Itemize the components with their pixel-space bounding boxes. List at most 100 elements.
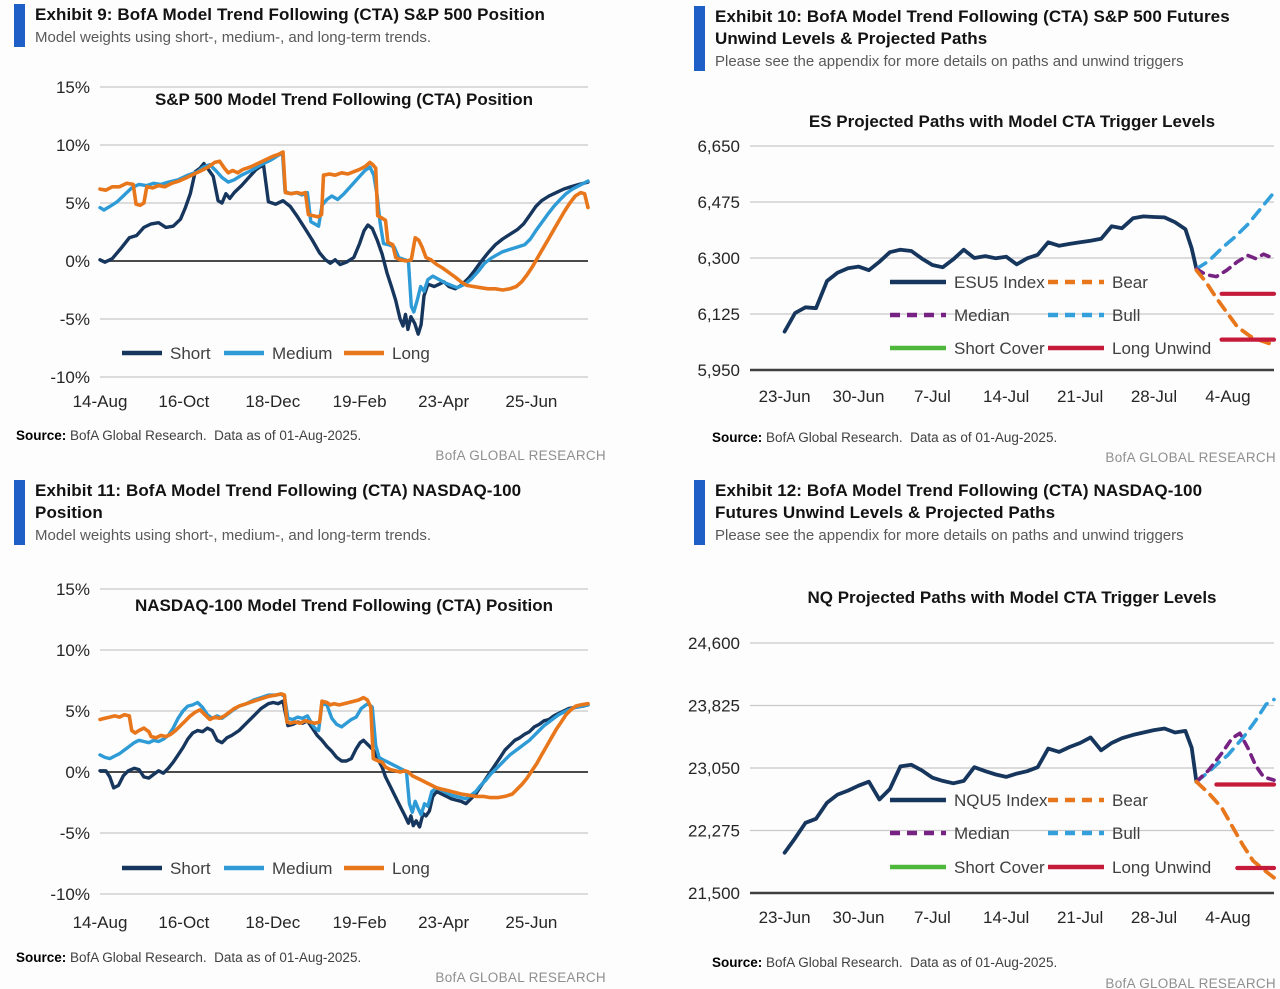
source-label: Source: (712, 430, 763, 445)
y-axis-label: -5% (60, 310, 90, 329)
exhibit-title: Exhibit 9: BofA Model Trend Following (C… (35, 5, 546, 24)
x-axis-label: 4-Aug (1205, 387, 1250, 406)
y-axis-label: 6,125 (697, 305, 740, 324)
brand-line: BofA GLOBAL RESEARCH (1105, 976, 1276, 989)
exhibit-9-header: Exhibit 9: BofA Model Trend Following (C… (14, 4, 614, 48)
exhibit-12-header: Exhibit 12: BofA Model Trend Following (… (694, 480, 1264, 545)
exhibit-12-header-text: Exhibit 12: BofA Model Trend Following (… (715, 480, 1264, 545)
y-axis-label: 10% (56, 136, 90, 155)
series-nqu5-index (782, 726, 1199, 855)
chart-title: NASDAQ-100 Model Trend Following (CTA) P… (135, 596, 553, 615)
exhibit-9-header-text: Exhibit 9: BofA Model Trend Following (C… (35, 4, 614, 47)
exhibit-11-header-text: Exhibit 11: BofA Model Trend Following (… (35, 480, 559, 545)
chart-title: NQ Projected Paths with Model CTA Trigge… (807, 588, 1216, 607)
es-projected-paths-chart: 6,650 6,475 6,300 6,125 5,950 23-Jun 30-Jun 7-J… (697, 112, 1277, 406)
y-axis-label: 5,950 (697, 361, 740, 380)
y-axis-label: 24,600 (688, 634, 740, 653)
legend-label: Short (170, 859, 211, 878)
source-line: Source: BofA Global Research. Data as of… (16, 428, 361, 443)
chart-title: S&P 500 Model Trend Following (CTA) Posi… (155, 90, 533, 109)
exhibit-10-header-text: Exhibit 10: BofA Model Trend Following (… (715, 6, 1264, 71)
x-axis-label: 18-Dec (245, 913, 300, 932)
x-axis-label: 23-Apr (418, 913, 469, 932)
y-axis-label: 21,500 (688, 884, 740, 903)
x-axis-label: 16-Oct (158, 913, 209, 932)
x-axis-label: 25-Jun (505, 913, 557, 932)
source-text: BofA Global Research. Data as of 01-Aug-… (766, 430, 1058, 445)
y-axis-label: 23,050 (688, 759, 740, 778)
chart-title: ES Projected Paths with Model CTA Trigge… (809, 112, 1215, 131)
exhibit-10-header: Exhibit 10: BofA Model Trend Following (… (694, 6, 1264, 71)
x-axis-label: 7-Jul (914, 387, 951, 406)
legend-label: Long Unwind (1112, 339, 1211, 358)
exhibit-title: Exhibit 11: BofA Model Trend Following (… (35, 481, 522, 522)
accent-bar (694, 480, 705, 545)
legend-label: Bear (1112, 791, 1148, 810)
exhibit-11-header: Exhibit 11: BofA Model Trend Following (… (14, 480, 559, 545)
exhibit-12-panel: Exhibit 12: BofA Model Trend Following (… (640, 470, 1280, 989)
exhibit-subtitle: Model weights using short-, medium-, and… (35, 28, 432, 46)
y-axis-label: 0% (65, 763, 90, 782)
legend-label: Medium (272, 859, 332, 878)
x-axis-label: 19-Feb (333, 392, 387, 411)
legend-label: Long (392, 344, 430, 363)
series-bull (1194, 190, 1276, 271)
y-axis-label: -5% (60, 824, 90, 843)
series-median (1194, 252, 1276, 279)
legend-label: Short Cover (954, 339, 1045, 358)
source-line: Source: BofA Global Research. Data as of… (712, 955, 1057, 970)
series-bear (1194, 268, 1276, 347)
legend-label: Long Unwind (1112, 858, 1211, 877)
source-label: Source: (16, 428, 67, 443)
legend-label: Short (170, 344, 211, 363)
exhibit-10-panel: Exhibit 10: BofA Model Trend Following (… (640, 0, 1280, 470)
x-axis-label: 19-Feb (333, 913, 387, 932)
y-axis-label: 6,475 (697, 193, 740, 212)
source-text: BofA Global Research. Data as of 01-Aug-… (70, 428, 362, 443)
series-median (1194, 731, 1276, 784)
source-line: Source: BofA Global Research. Data as of… (712, 430, 1057, 445)
series-medium (98, 692, 590, 817)
brand-line: BofA GLOBAL RESEARCH (1105, 450, 1276, 465)
brand-line: BofA GLOBAL RESEARCH (435, 448, 606, 463)
exhibit-subtitle: Model weights using short-, medium-, and… (35, 526, 432, 544)
ndx-cta-position-chart: 15% 10% 5% 0% -5% -10% 14-Aug 16-Oct 18-Dec 19-Fe… (50, 580, 590, 932)
legend-label: NQU5 Index (954, 791, 1048, 810)
exhibit-title: Exhibit 12: BofA Model Trend Following (… (715, 481, 1203, 522)
legend-label: Bear (1112, 273, 1148, 292)
x-axis-label: 23-Apr (418, 392, 469, 411)
legend-label: Bull (1112, 824, 1140, 843)
y-axis-label: 0% (65, 252, 90, 271)
exhibit-title: Exhibit 10: BofA Model Trend Following (… (715, 7, 1230, 48)
x-axis-label: 23-Jun (759, 908, 811, 927)
x-axis-label: 7-Jul (914, 908, 951, 927)
x-axis-label: 14-Aug (73, 913, 128, 932)
exhibit-subtitle: Please see the appendix for more details… (715, 52, 1184, 70)
x-axis-label: 16-Oct (158, 392, 209, 411)
spx-cta-position-chart: 15% 10% 5% 0% -5% -10% 14-Aug 16-Oct 18-Dec 19-Fe… (50, 78, 590, 411)
source-line: Source: BofA Global Research. Data as of… (16, 950, 361, 965)
y-axis-label: 15% (56, 78, 90, 97)
legend-label: Medium (272, 344, 332, 363)
y-axis-label: 5% (65, 194, 90, 213)
x-axis-label: 14-Jul (983, 387, 1029, 406)
legend-label: Median (954, 824, 1010, 843)
x-axis-label: 23-Jun (759, 387, 811, 406)
series-long (98, 692, 590, 800)
series-bear (1194, 779, 1276, 880)
accent-bar (14, 480, 25, 545)
x-axis-label: 18-Dec (245, 392, 300, 411)
accent-bar (694, 6, 705, 71)
accent-bar (14, 4, 25, 48)
x-axis-label: 30-Jun (833, 387, 885, 406)
x-axis-label: 21-Jul (1057, 908, 1103, 927)
y-axis-label: 6,300 (697, 249, 740, 268)
y-axis-label: 5% (65, 702, 90, 721)
x-axis-label: 28-Jul (1131, 387, 1177, 406)
source-text: BofA Global Research. Data as of 01-Aug-… (766, 955, 1058, 970)
y-axis-label: 23,825 (688, 697, 740, 716)
x-axis-label: 14-Jul (983, 908, 1029, 927)
y-axis-label: 15% (56, 580, 90, 599)
legend-label: Long (392, 859, 430, 878)
legend-label: ESU5 Index (954, 273, 1045, 292)
